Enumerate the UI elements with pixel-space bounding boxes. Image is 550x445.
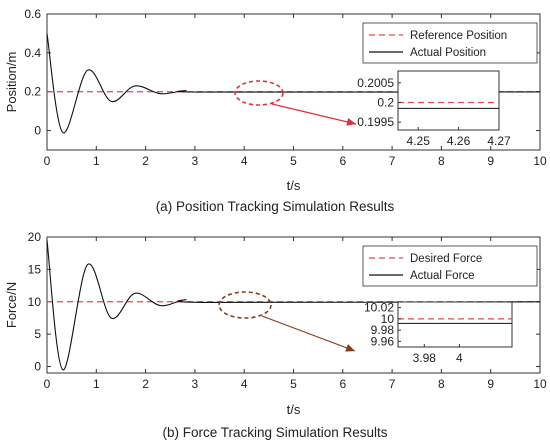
x-tick-label: 8 <box>438 154 445 168</box>
y-tick-label: 0.2 <box>24 85 41 99</box>
inset-x-tick-label: 4.27 <box>487 134 511 148</box>
legend: Reference Position Actual Position <box>362 22 538 64</box>
x-tick-label: 4 <box>241 154 248 168</box>
zoom-arrow-line <box>261 315 356 352</box>
y-tick-label: 0.4 <box>24 46 41 60</box>
y-tick-label: 0.6 <box>24 7 41 21</box>
x-tick-label: 1 <box>93 154 100 168</box>
zoom-arrow-line <box>271 103 357 125</box>
y-axis-label: Position/m <box>4 52 19 113</box>
chart-caption: (b) Force Tracking Simulation Results <box>162 425 387 440</box>
y-tick-label: 0 <box>34 124 41 138</box>
y-tick-label: 15 <box>28 262 42 276</box>
zoom-arrow-head <box>345 344 355 352</box>
x-axis-label: t/s <box>287 402 301 417</box>
inset-x-tick-label: 4 <box>456 351 463 365</box>
series-line-actual <box>46 33 541 134</box>
inset-plot-area <box>397 301 513 348</box>
inset-x-tick-label: 4.26 <box>447 134 471 148</box>
x-tick-label: 7 <box>389 154 396 168</box>
x-tick-label: 2 <box>142 377 149 391</box>
y-tick-label: 20 <box>28 230 42 244</box>
x-tick-label: 3 <box>192 154 199 168</box>
inset-zoom: 0.2005 0.2 0.1995 4.25 4.26 4.27 <box>357 70 511 148</box>
legend-box <box>362 245 538 287</box>
x-tick-label: 8 <box>438 377 445 391</box>
x-tick-label: 6 <box>339 377 346 391</box>
x-tick-label: 0 <box>44 154 51 168</box>
series-line-actual <box>46 240 541 371</box>
legend-label: Actual Force <box>410 270 475 282</box>
inset-y-tick-label: 9.98 <box>371 323 395 337</box>
legend-label: Actual Position <box>410 47 486 59</box>
x-tick-label: 9 <box>487 377 494 391</box>
legend-box <box>362 22 538 64</box>
inset-y-tick-label: 9.96 <box>371 334 395 348</box>
y-tick-label: 0 <box>34 360 41 374</box>
x-tick-label: 7 <box>389 377 396 391</box>
x-tick-label: 1 <box>93 377 100 391</box>
zoom-highlight-ellipse <box>218 291 272 319</box>
inset-x-tick-label: 4.25 <box>407 134 431 148</box>
x-tick-label: 0 <box>44 377 51 391</box>
x-tick-label: 2 <box>142 154 149 168</box>
inset-y-tick-label: 10.02 <box>364 301 394 315</box>
chart-caption: (a) Position Tracking Simulation Results <box>156 199 395 214</box>
inset-y-tick-label: 0.1995 <box>357 115 394 129</box>
inset-x-tick-label: 3.98 <box>413 351 437 365</box>
y-axis-label: Force/N <box>4 282 19 328</box>
x-axis-label: t/s <box>287 178 301 193</box>
legend-label: Reference Position <box>410 30 507 42</box>
x-tick-label: 5 <box>290 154 297 168</box>
chart-panel-b: 0 1 2 3 4 5 6 7 8 9 10 0 5 10 15 20 t/s Force/N (b) Force … <box>4 230 547 440</box>
x-tick-label: 10 <box>533 154 547 168</box>
x-tick-label: 6 <box>339 154 346 168</box>
chart-panel-a: 0 1 2 3 4 5 6 7 8 9 10 0 0.2 0.4 0.6 t/s Position/m (a) P… <box>4 7 547 214</box>
y-tick-label: 5 <box>34 327 41 341</box>
legend: Desired Force Actual Force <box>362 245 538 287</box>
y-tick-label: 10 <box>28 295 42 309</box>
x-tick-label: 9 <box>487 154 494 168</box>
x-tick-label: 3 <box>192 377 199 391</box>
zoom-highlight-ellipse <box>234 80 284 106</box>
x-tick-label: 4 <box>241 377 248 391</box>
x-tick-label: 5 <box>290 377 297 391</box>
inset-y-tick-label: 0.2005 <box>357 76 394 90</box>
legend-label: Desired Force <box>410 253 482 265</box>
inset-plot-area <box>397 70 500 131</box>
inset-y-tick-label: 0.2 <box>377 95 394 109</box>
zoom-arrow-head <box>346 118 356 126</box>
inset-y-tick-label: 10 <box>381 312 395 326</box>
x-tick-label: 10 <box>533 377 547 391</box>
